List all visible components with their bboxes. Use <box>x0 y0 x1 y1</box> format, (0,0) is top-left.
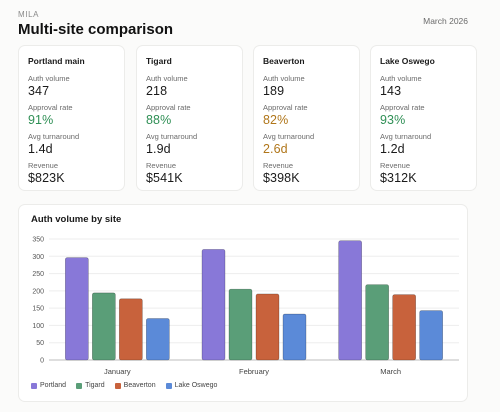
x-tick-label: February <box>239 367 269 376</box>
legend-label: Beaverton <box>123 382 156 389</box>
site-cards: Portland main Auth volume 347 Approval r… <box>18 45 481 191</box>
bar-tigard <box>228 288 253 361</box>
legend-swatch <box>114 382 121 389</box>
legend-label: Tigard <box>85 382 105 389</box>
chart-panel: Auth volume by site 0 50 100 150 200 250 300 35… <box>18 204 468 402</box>
legend-item: Lake Oswego <box>165 382 218 389</box>
legend-label: Portland <box>40 382 67 389</box>
revenue-label: Revenue <box>28 161 59 170</box>
site-card[interactable]: Lake Oswego Auth volume 143 Approval rat… <box>370 45 477 191</box>
bar-beaverton <box>392 294 416 361</box>
site-name: Lake Oswego <box>380 56 435 66</box>
revenue-label: Revenue <box>146 161 177 170</box>
revenue-value: $541K <box>146 171 183 185</box>
legend-swatch <box>31 382 37 389</box>
auth-volume-value: 347 <box>28 84 50 98</box>
page-header: MILA Multi-site comparison March 2026 <box>18 10 482 40</box>
approval-rate-value: 82% <box>263 113 289 127</box>
y-tick-label: 300 <box>32 254 44 261</box>
auth-volume-label: Auth volume <box>146 74 188 83</box>
auth-volume-bar-chart: 0 50 100 150 200 250 300 350 January February Marc… <box>32 237 459 376</box>
site-name: Portland main <box>28 56 85 66</box>
auth-volume-label: Auth volume <box>28 74 70 83</box>
approval-rate-value: 93% <box>380 113 406 127</box>
legend-item: Beaverton <box>114 382 156 389</box>
approval-rate-value: 91% <box>28 113 54 127</box>
avg-turnaround-value: 1.4d <box>28 142 53 156</box>
approval-rate-label: Approval rate <box>146 103 191 112</box>
revenue-label: Revenue <box>263 161 294 170</box>
y-tick-label: 100 <box>32 323 44 330</box>
brand-label: MILA <box>18 10 40 19</box>
approval-rate-label: Approval rate <box>28 103 73 112</box>
avg-turnaround-value: 2.6d <box>263 142 288 156</box>
page-title: Multi-site comparison <box>18 21 174 38</box>
site-card[interactable]: Portland main Auth volume 347 Approval r… <box>18 45 125 191</box>
bar-beaverton <box>119 298 143 361</box>
bar-portland <box>201 249 226 361</box>
bar-lake-oswego <box>282 313 307 361</box>
avg-turnaround-value: 1.2d <box>380 142 405 156</box>
site-card[interactable]: Tigard Auth volume 218 Approval rate 88%… <box>136 45 243 191</box>
y-tick-label: 350 <box>32 237 44 244</box>
avg-turnaround-label: Avg turnaround <box>263 132 315 141</box>
chart-legend: Portland Tigard Beaverton Lake Oswego <box>31 382 217 389</box>
avg-turnaround-label: Avg turnaround <box>28 132 80 141</box>
revenue-value: $823K <box>28 171 65 185</box>
bar-tigard <box>92 292 116 361</box>
auth-volume-label: Auth volume <box>263 74 305 83</box>
legend-item: Tigard <box>76 382 105 389</box>
legend-swatch <box>165 382 172 389</box>
y-tick-label: 200 <box>32 288 44 295</box>
y-tick-label: 0 <box>40 358 44 365</box>
approval-rate-value: 88% <box>146 113 172 127</box>
y-tick-label: 250 <box>32 271 44 278</box>
auth-volume-value: 189 <box>263 84 285 98</box>
x-tick-label: January <box>104 367 131 376</box>
x-tick-label: March <box>380 367 401 376</box>
avg-turnaround-label: Avg turnaround <box>146 132 198 141</box>
revenue-value: $398K <box>263 171 300 185</box>
auth-volume-value: 218 <box>146 84 168 98</box>
site-name: Tigard <box>146 56 172 66</box>
legend-item: Portland <box>31 382 66 389</box>
bar-portland <box>338 240 362 361</box>
y-tick-label: 150 <box>32 306 44 313</box>
bar-portland <box>65 257 89 361</box>
auth-volume-label: Auth volume <box>380 74 422 83</box>
chart-title: Auth volume by site <box>31 214 122 225</box>
approval-rate-label: Approval rate <box>380 103 425 112</box>
bar-lake-oswego <box>419 310 443 361</box>
site-card[interactable]: Beaverton Auth volume 189 Approval rate … <box>253 45 360 191</box>
auth-volume-value: 143 <box>380 84 402 98</box>
legend-swatch <box>76 382 83 389</box>
bar-lake-oswego <box>146 318 170 361</box>
y-tick-label: 50 <box>36 340 44 347</box>
bar-tigard <box>365 284 389 361</box>
revenue-value: $312K <box>380 171 417 185</box>
approval-rate-label: Approval rate <box>263 103 308 112</box>
report-date: March 2026 <box>423 16 468 26</box>
revenue-label: Revenue <box>380 161 411 170</box>
avg-turnaround-label: Avg turnaround <box>380 132 432 141</box>
legend-label: Lake Oswego <box>174 382 218 389</box>
bar-beaverton <box>255 293 280 361</box>
site-name: Beaverton <box>263 56 305 66</box>
avg-turnaround-value: 1.9d <box>146 142 171 156</box>
